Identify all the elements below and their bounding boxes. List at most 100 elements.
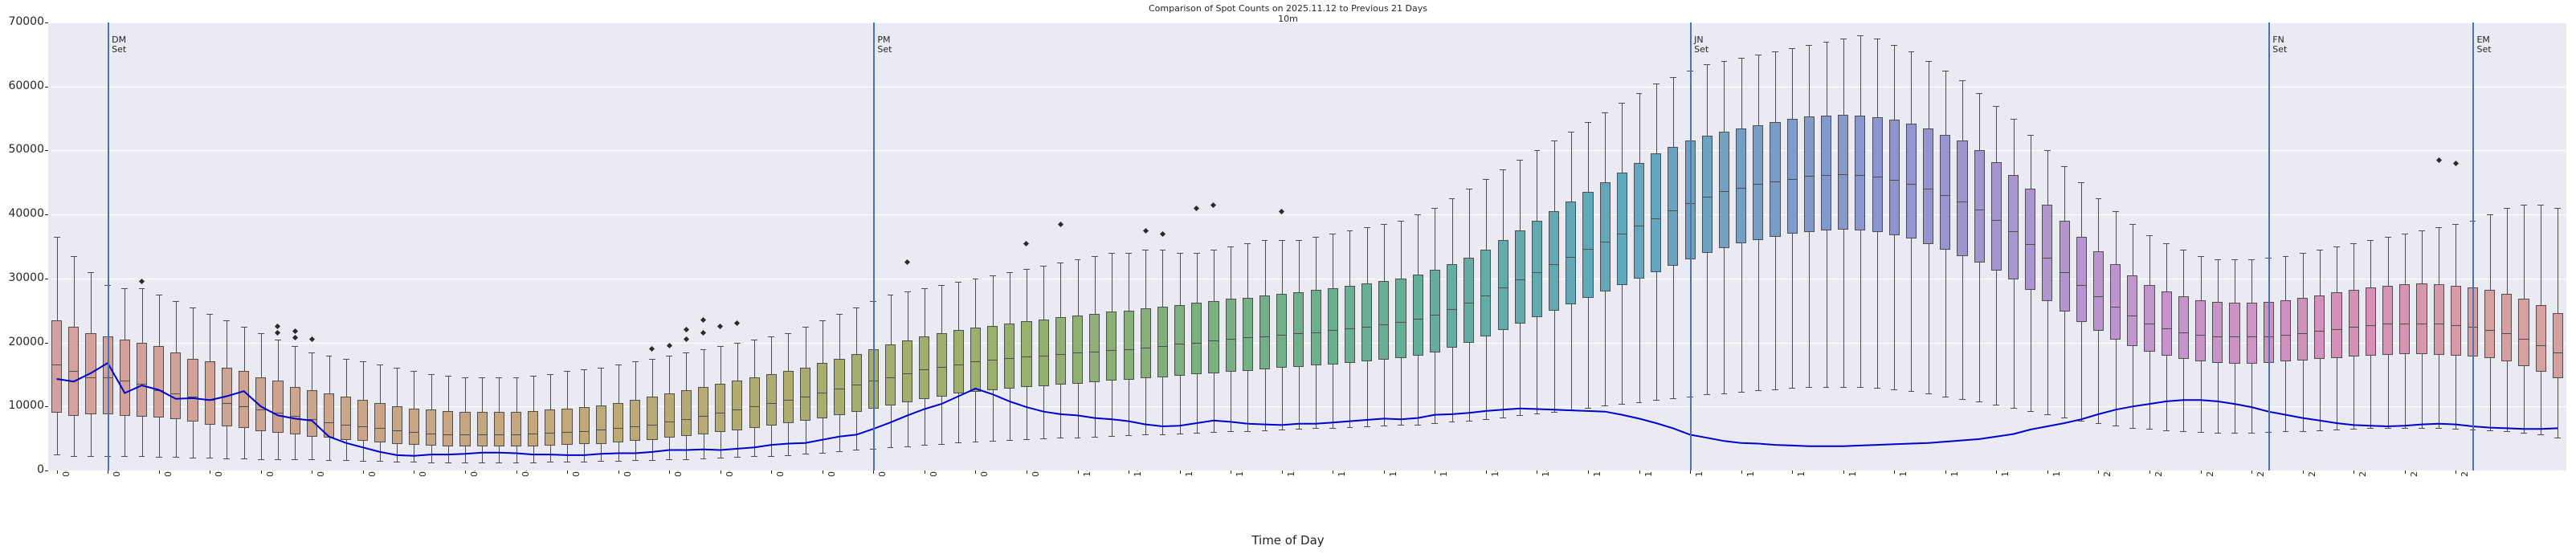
whisker-cap <box>2112 211 2119 213</box>
box <box>1004 323 1015 389</box>
whisker-cap <box>1465 420 1472 422</box>
whisker-cap <box>768 455 775 457</box>
x-tick-mark <box>2251 470 2253 474</box>
box <box>1480 249 1492 336</box>
whisker-cap <box>1737 57 1745 59</box>
whisker-cap <box>2078 420 2085 422</box>
event-label-jn-set: JN Set <box>1694 35 1709 55</box>
box <box>153 345 165 417</box>
outlier-marker <box>683 327 689 333</box>
y-tick-label: 30000 <box>8 271 44 284</box>
whisker-cap <box>1159 434 1166 435</box>
whisker-cap <box>1363 426 1370 427</box>
box <box>2127 275 2138 346</box>
whisker-cap <box>2521 205 2527 206</box>
gridline <box>48 214 2566 216</box>
median-line <box>2008 230 2019 232</box>
whisker-cap <box>2435 428 2443 430</box>
chart-subtitle: 10m <box>1278 14 1298 24</box>
median-line <box>613 428 624 430</box>
box <box>493 412 504 447</box>
box <box>2365 287 2376 356</box>
whisker-cap <box>138 287 145 289</box>
outlier-marker <box>1057 221 1063 227</box>
median-line <box>2110 306 2121 308</box>
whisker-cap <box>1431 208 1439 210</box>
median-line <box>902 373 913 374</box>
whisker-cap <box>325 460 333 462</box>
outlier-marker <box>904 259 911 266</box>
whisker-cap <box>2503 431 2510 433</box>
box <box>2518 299 2529 367</box>
whisker-cap <box>2095 198 2102 200</box>
whisker-cap <box>1959 79 1966 81</box>
x-tick-mark <box>669 470 671 474</box>
box <box>408 408 419 446</box>
median-line <box>1276 335 1288 336</box>
whisker-cap <box>802 326 809 328</box>
box <box>1599 182 1611 291</box>
box <box>1957 141 1968 256</box>
outlier-marker <box>2452 160 2459 166</box>
whisker-cap <box>1908 51 1915 52</box>
median-line <box>1888 180 1900 181</box>
whisker-cap <box>1244 430 1251 432</box>
box <box>680 390 692 436</box>
box <box>2212 302 2223 364</box>
whisker-cap <box>2027 410 2034 412</box>
box <box>443 410 454 446</box>
y-tick-mark <box>45 150 48 152</box>
median-line <box>239 406 250 408</box>
median-line <box>1310 332 1321 333</box>
whisker-cap <box>1500 417 1507 418</box>
whisker-cap <box>819 452 826 454</box>
whisker-cap <box>2401 427 2408 429</box>
whisker-cap <box>444 462 451 463</box>
median-line <box>1582 249 1594 250</box>
median-line <box>697 416 709 417</box>
box <box>1888 120 1900 235</box>
event-label-em-set: EM Set <box>2476 35 2492 55</box>
event-label-fn-set: FN Set <box>2272 35 2288 55</box>
median-line <box>647 424 658 426</box>
median-line <box>1651 218 1662 219</box>
x-tick-mark <box>771 470 773 474</box>
box <box>170 352 182 420</box>
outlier-marker <box>1159 230 1166 237</box>
box <box>2535 305 2546 373</box>
box <box>2416 283 2427 354</box>
whisker-cap <box>614 461 622 462</box>
x-tick-mark <box>975 470 977 474</box>
median-line <box>578 430 590 432</box>
whisker-cap <box>1398 425 1404 426</box>
box <box>1753 124 1764 241</box>
box <box>1140 308 1151 379</box>
outlier-marker <box>1210 202 1217 208</box>
whisker-cap <box>1704 63 1711 65</box>
x-tick-mark <box>618 470 619 474</box>
whisker-cap <box>1517 160 1524 161</box>
box <box>749 377 760 429</box>
median-line <box>1446 309 1458 311</box>
median-line <box>2365 325 2376 327</box>
box <box>2280 299 2292 362</box>
whisker-cap <box>223 458 231 459</box>
median-line <box>85 377 96 379</box>
box <box>1446 264 1458 348</box>
gridline <box>48 86 2566 88</box>
y-tick-mark <box>45 342 48 344</box>
box <box>2382 285 2394 355</box>
plot-area: DM Set PM Set JN Set FN Set EM Set <box>48 22 2566 470</box>
y-tick-mark <box>45 22 48 23</box>
y-tick-label: 20000 <box>8 335 44 348</box>
median-line <box>1770 181 1781 182</box>
whisker-cap <box>1244 243 1251 244</box>
whisker-cap <box>1125 252 1133 254</box>
whisker-cap <box>1398 221 1404 222</box>
box <box>2331 292 2342 358</box>
whisker-cap <box>2299 430 2306 432</box>
box <box>1038 319 1049 386</box>
whisker-cap <box>631 361 639 363</box>
whisker-cap <box>938 284 945 286</box>
whisker-cap <box>2384 427 2391 429</box>
